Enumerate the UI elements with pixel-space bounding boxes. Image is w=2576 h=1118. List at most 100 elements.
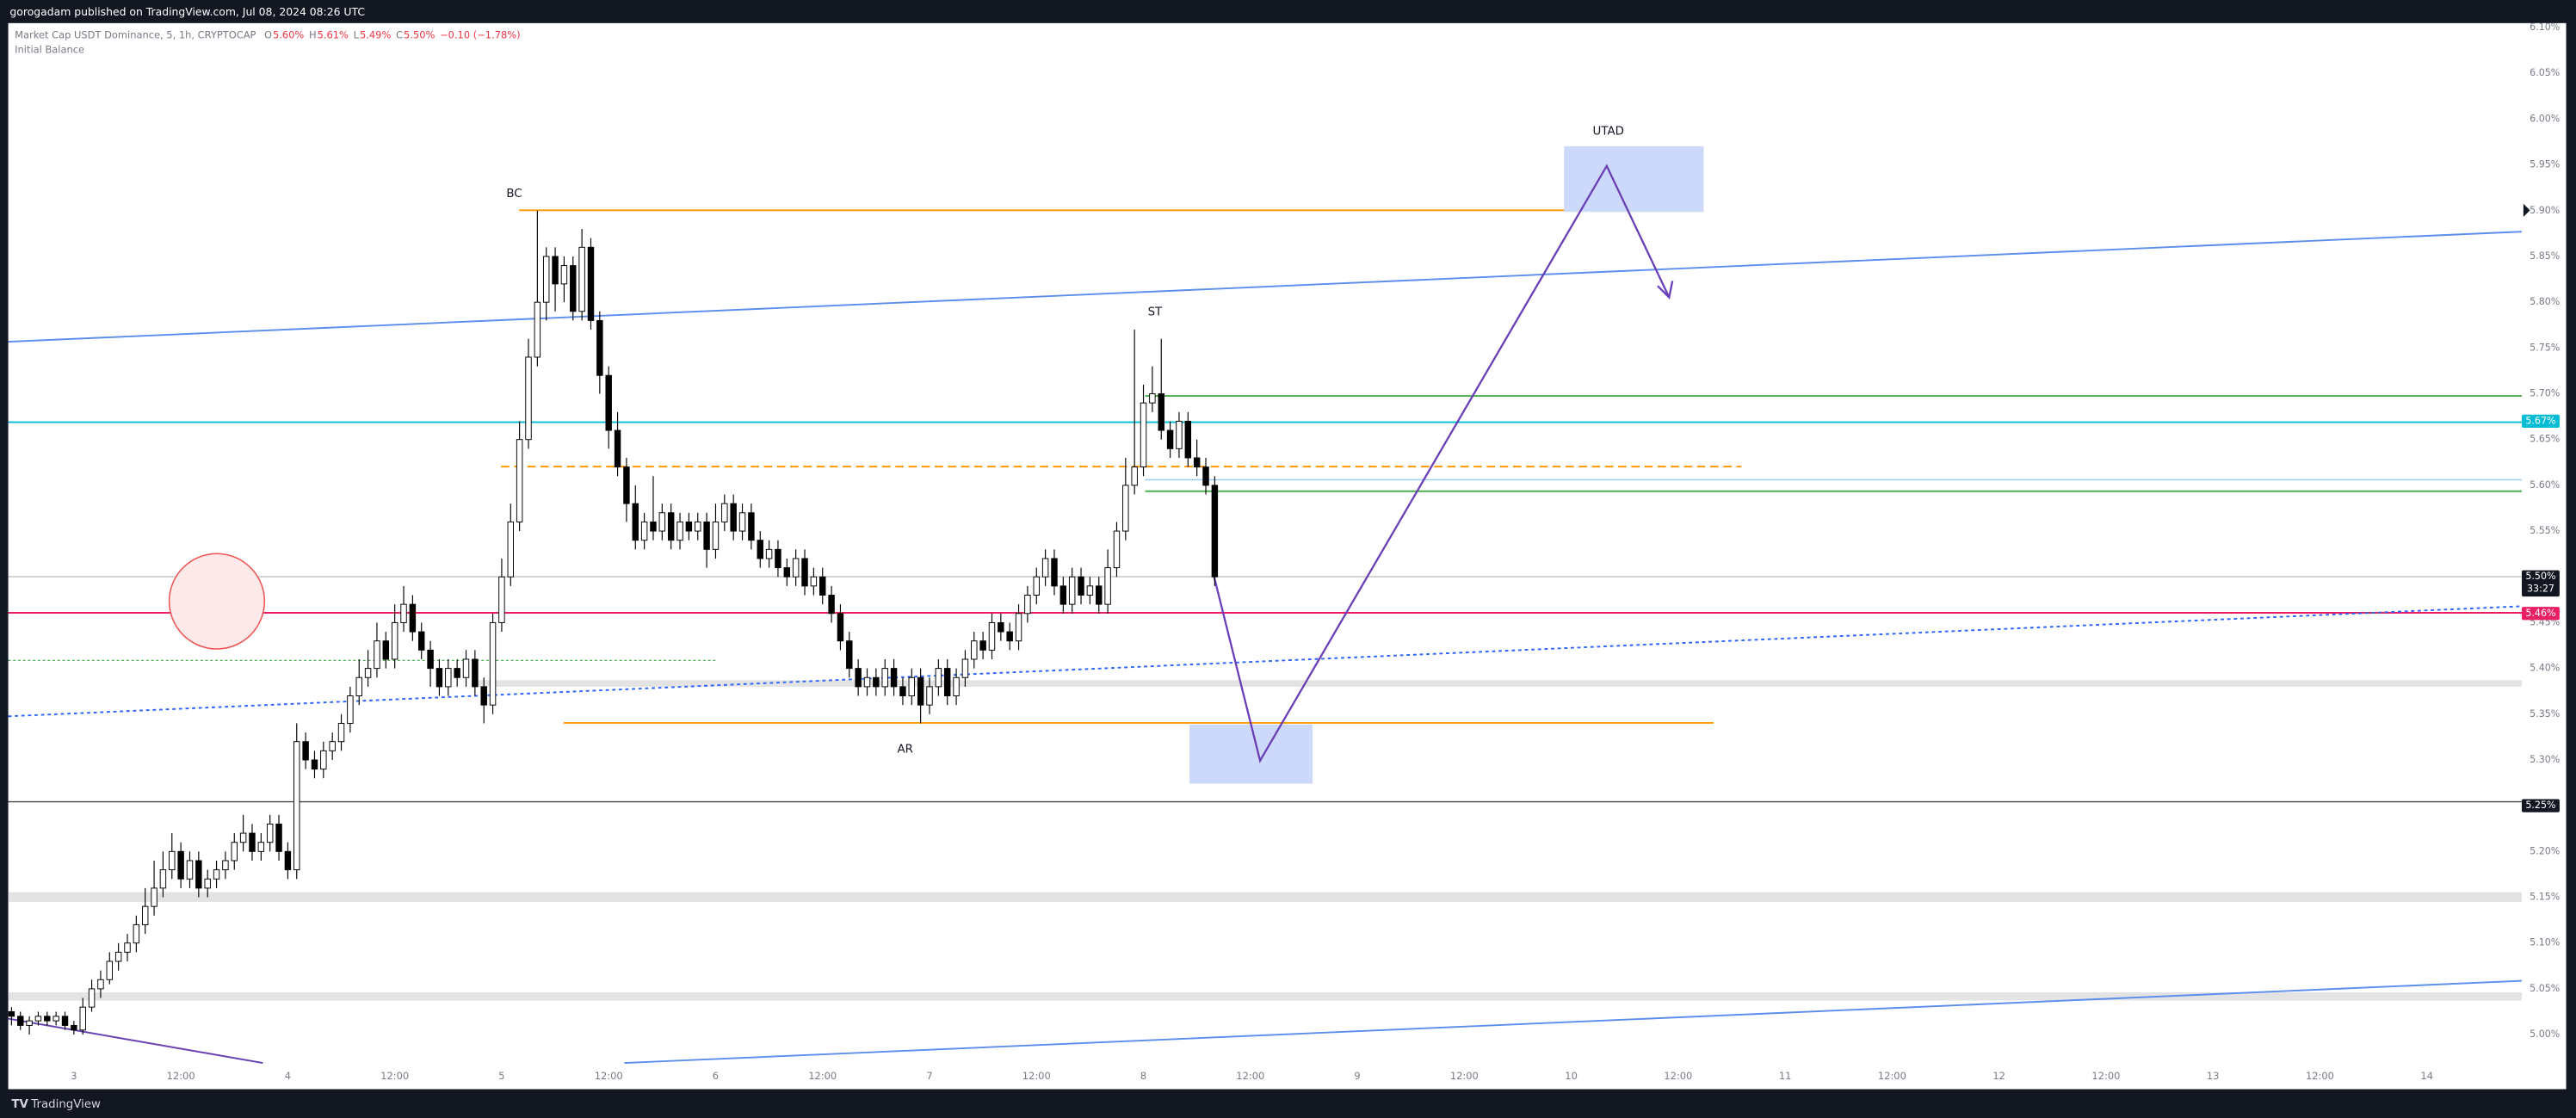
x-tick-label: 14	[2420, 1070, 2433, 1082]
candle-body	[266, 823, 274, 843]
candle-body	[632, 503, 639, 541]
y-tick-label: 5.15%	[2530, 892, 2560, 903]
x-tick-label: 12:00	[380, 1070, 409, 1082]
publisher: gorogadam published on TradingView.com, …	[9, 5, 365, 18]
price-tag	[2522, 570, 2560, 597]
price-tag-label: 5.50%	[2525, 571, 2555, 582]
annotation: ST	[1148, 306, 1163, 319]
candle-body	[133, 923, 140, 944]
x-tick-label: 12	[1992, 1070, 2005, 1082]
candle-body	[114, 951, 122, 962]
brand-logo: TV	[11, 1098, 28, 1111]
candle-body	[311, 759, 318, 770]
candle-body	[472, 658, 479, 688]
candle-body	[204, 878, 211, 889]
candle-body	[846, 640, 853, 670]
candle-body	[71, 1024, 77, 1031]
candle-body	[738, 512, 746, 532]
candle-body	[953, 676, 960, 696]
candle-body	[623, 466, 630, 504]
x-tick-label: 12:00	[595, 1070, 623, 1082]
candle-body	[1131, 466, 1138, 486]
x-tick-label: 9	[1354, 1070, 1360, 1082]
candle-body	[177, 850, 184, 880]
projection-path	[1213, 164, 1671, 763]
candle-body	[400, 603, 407, 623]
candle-body	[1096, 585, 1103, 605]
y-tick-label: 5.00%	[2530, 1028, 2560, 1040]
x-tick-label: 12:00	[808, 1070, 837, 1082]
candle-body	[34, 1016, 42, 1022]
candle-body	[695, 521, 701, 532]
countdown: 33:27	[2527, 584, 2554, 595]
candle-body	[391, 621, 398, 660]
candle-body	[489, 621, 497, 706]
drawings	[8, 145, 2523, 1065]
y-tick-label: 6.00%	[2530, 113, 2560, 124]
y-tick-label: 5.85%	[2530, 250, 2560, 262]
price-tag	[2522, 607, 2560, 621]
indicator-name: Initial Balance	[15, 44, 84, 56]
candle-body	[1078, 576, 1084, 596]
candle-body	[1068, 576, 1076, 605]
price-tag-label: 5.67%	[2525, 415, 2555, 426]
candle-body	[382, 640, 390, 660]
price-tag	[2522, 799, 2560, 812]
y-tick-label: 5.40%	[2530, 663, 2560, 674]
candle-body	[169, 850, 176, 871]
candle-body	[534, 301, 541, 358]
x-tick-label: 12:00	[1022, 1070, 1051, 1082]
candle-body	[1015, 613, 1022, 642]
candle-body	[730, 503, 737, 532]
candle-body	[578, 246, 585, 312]
annotation: AR	[898, 743, 913, 756]
legend-text: L	[354, 29, 360, 41]
legend-text: 5.61%	[318, 29, 349, 41]
candle-body	[757, 540, 763, 559]
candle-body	[998, 621, 1004, 633]
x-tick-label: 8	[1140, 1070, 1146, 1082]
x-tick-label: 13	[2207, 1070, 2220, 1082]
candle-body	[1122, 485, 1129, 532]
candle-body	[26, 1020, 33, 1026]
candle-body	[971, 640, 978, 660]
candle-body	[374, 640, 380, 670]
candle-body	[1202, 466, 1209, 486]
candle-body	[79, 1006, 86, 1031]
candle-body	[810, 576, 818, 587]
x-tick-label: 11	[1779, 1070, 1792, 1082]
candle-body	[570, 265, 577, 312]
candle-body	[935, 668, 942, 688]
candle-body	[881, 668, 888, 688]
candle-body	[427, 649, 434, 670]
candle-body	[676, 521, 683, 541]
candle-body	[605, 374, 612, 431]
candle-body	[873, 676, 880, 688]
y-tick-label: 5.35%	[2530, 708, 2560, 720]
candle-body	[355, 676, 362, 696]
candle-body	[775, 548, 781, 569]
candle-body	[106, 960, 114, 980]
price-tag-label: 5.46%	[2525, 608, 2555, 619]
candle-body	[257, 842, 265, 852]
candle-body	[320, 750, 327, 770]
candle-body	[667, 512, 675, 541]
candle-body	[337, 722, 345, 743]
x-tick-label: 5	[498, 1070, 504, 1082]
candle-body	[819, 576, 826, 596]
candle-body	[855, 668, 862, 688]
candle-body	[249, 832, 256, 852]
candle-body	[783, 567, 791, 578]
annotation: BC	[506, 188, 522, 201]
candle-body	[1184, 420, 1192, 459]
candle-body	[498, 576, 505, 623]
y-tick-label: 5.65%	[2530, 434, 2560, 445]
bottom-bar	[0, 1089, 2576, 1118]
y-tick-label: 5.55%	[2530, 525, 2560, 536]
candle-body	[61, 1016, 69, 1026]
candle-body	[141, 905, 149, 925]
candles	[8, 210, 1219, 1035]
price-tag-label: 5.25%	[2525, 800, 2555, 811]
legend-text: H	[309, 29, 317, 41]
